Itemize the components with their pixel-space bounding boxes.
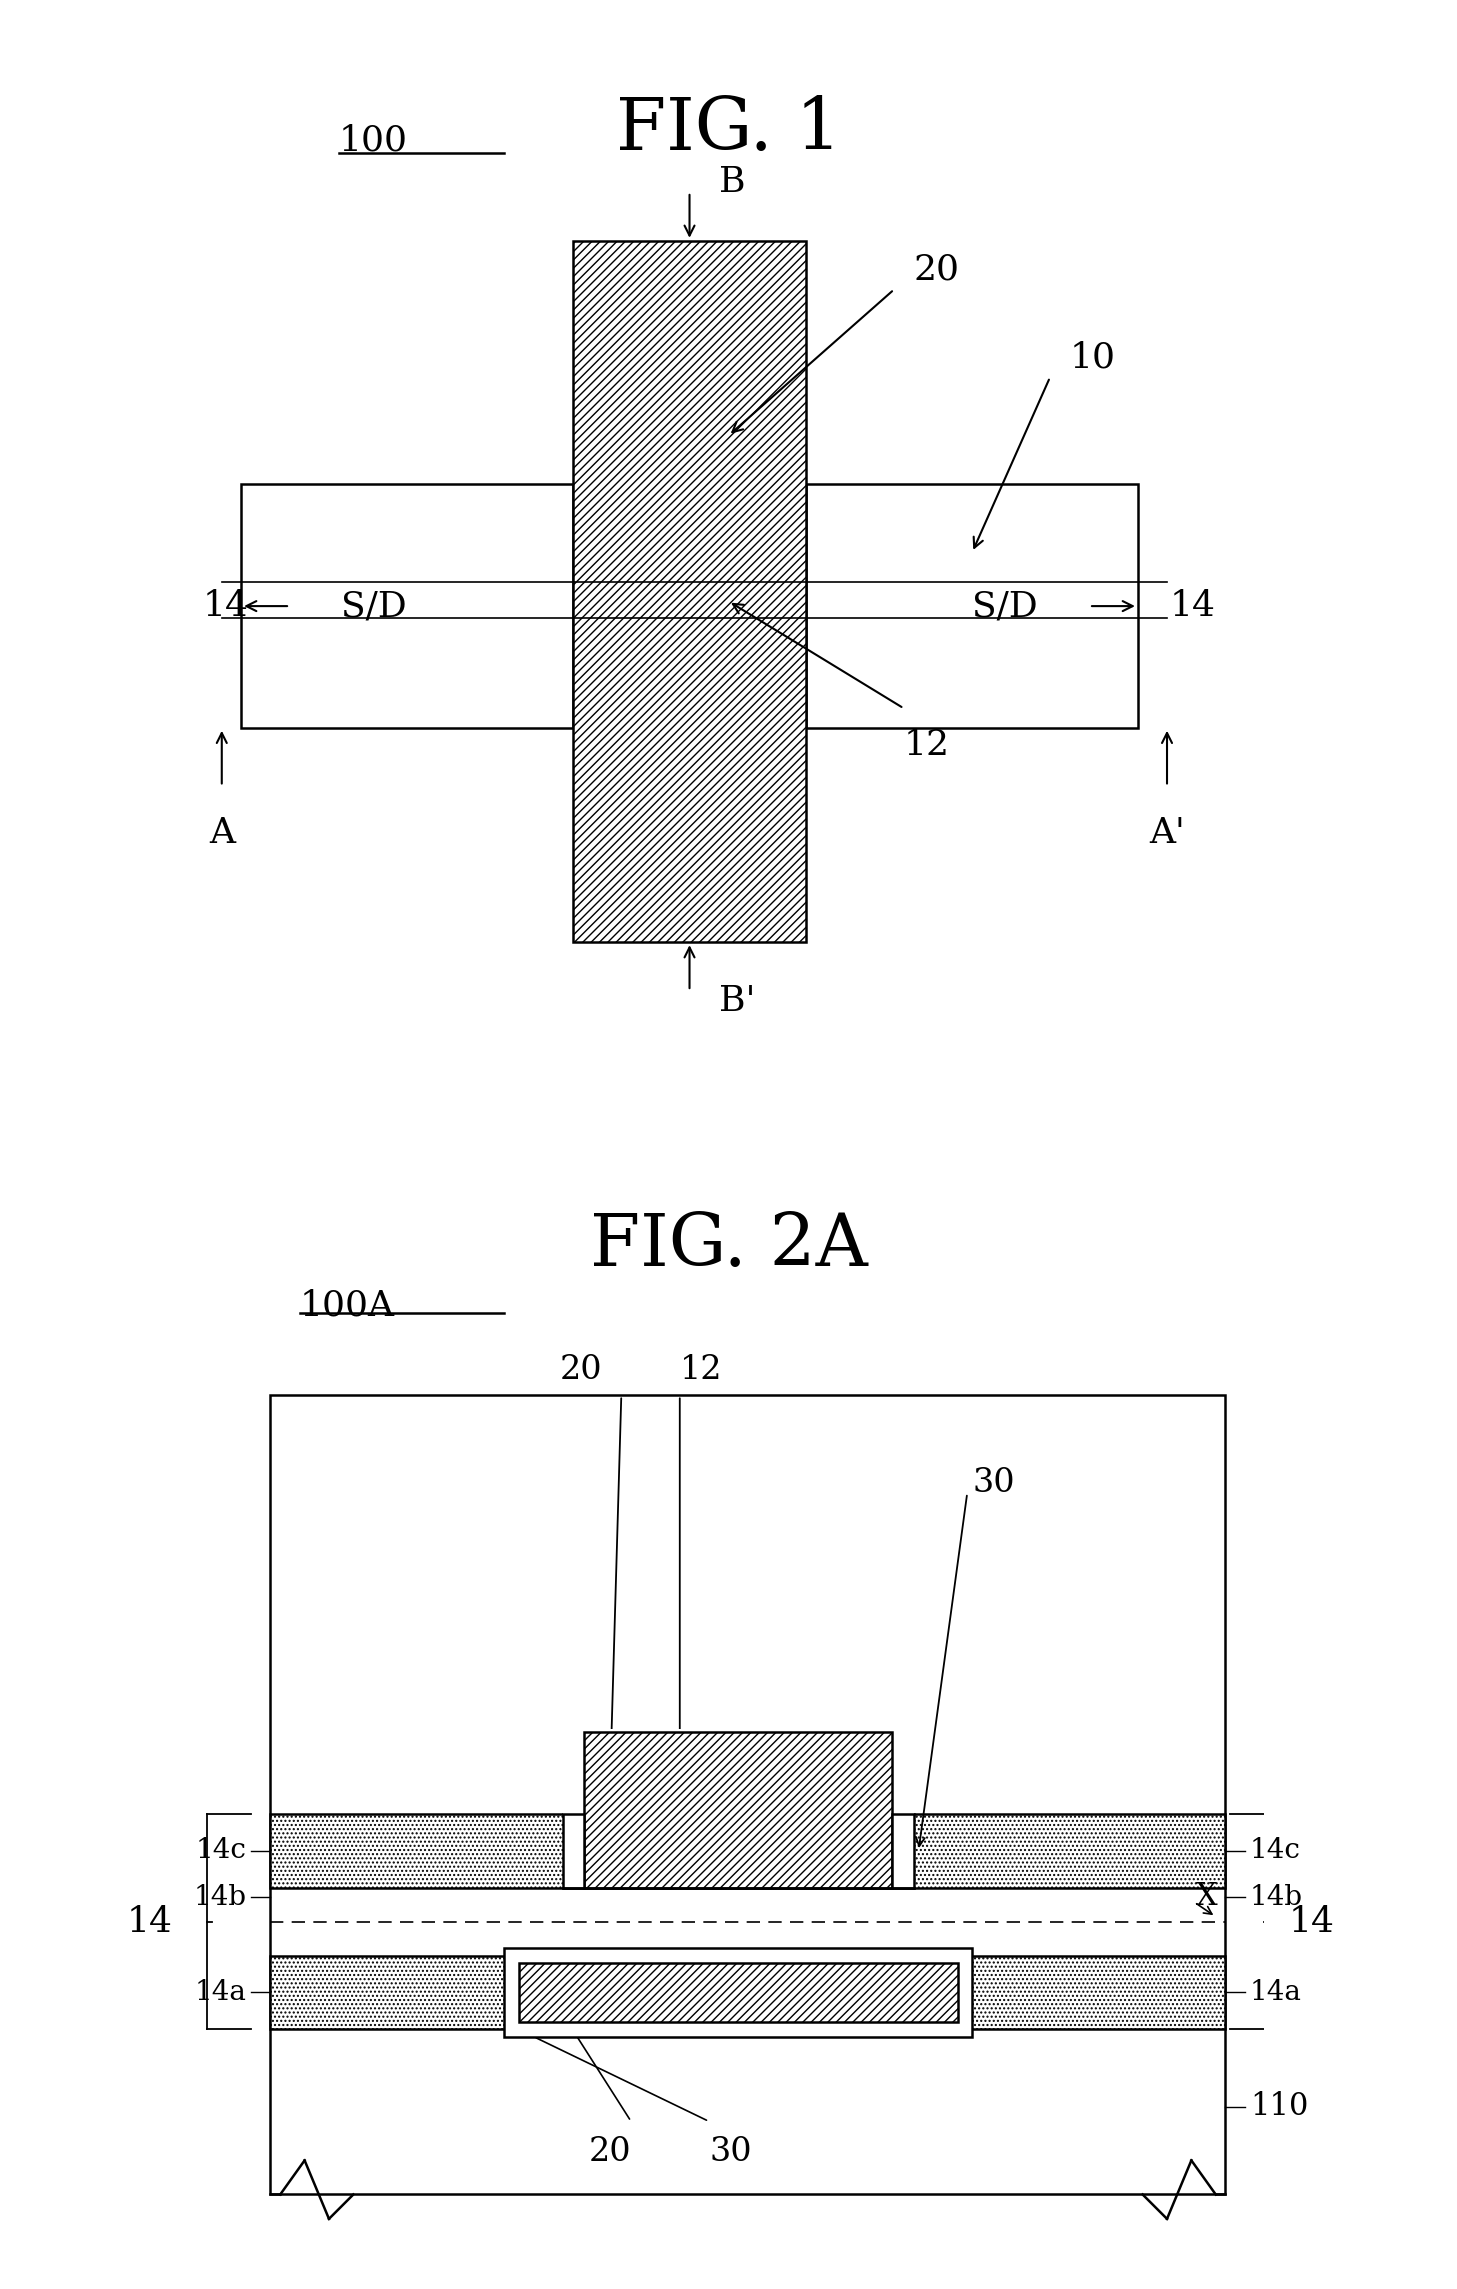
Text: 12: 12 <box>680 1353 723 1385</box>
Text: FIG. 1: FIG. 1 <box>616 94 841 165</box>
Text: 30: 30 <box>710 2136 752 2168</box>
Text: 14c: 14c <box>195 1838 246 1866</box>
Text: 14: 14 <box>203 588 248 623</box>
Text: 20: 20 <box>589 2136 631 2168</box>
Bar <box>504 1948 972 2037</box>
Bar <box>271 1955 1225 2028</box>
Text: FIG. 2A: FIG. 2A <box>590 1211 867 1282</box>
Text: 14b: 14b <box>194 1884 246 1911</box>
Bar <box>807 485 1138 728</box>
Text: B': B' <box>718 984 755 1019</box>
Bar <box>242 485 573 728</box>
Text: A: A <box>208 815 235 849</box>
Bar <box>271 1955 1225 2028</box>
Bar <box>573 240 807 943</box>
Bar <box>271 1396 1225 2195</box>
Text: 110: 110 <box>1250 2092 1308 2122</box>
Text: 14b: 14b <box>1250 1884 1303 1911</box>
Bar <box>573 240 807 943</box>
Bar <box>271 1815 1225 1888</box>
Text: 20: 20 <box>559 1353 602 1385</box>
Text: 14c: 14c <box>1250 1838 1301 1866</box>
Text: 14: 14 <box>1289 1904 1335 1939</box>
Text: 100A: 100A <box>300 1289 395 1323</box>
Text: 14: 14 <box>127 1904 173 1939</box>
Text: B: B <box>718 165 746 199</box>
Bar <box>519 1962 957 2021</box>
Text: 20: 20 <box>914 252 960 286</box>
Bar <box>584 1730 892 1888</box>
Text: 14: 14 <box>1170 588 1215 623</box>
Text: A': A' <box>1150 815 1185 849</box>
Text: S/D: S/D <box>341 588 407 623</box>
Bar <box>504 1948 972 2037</box>
Text: 30: 30 <box>972 1467 1014 1499</box>
Text: X: X <box>1196 1882 1218 1911</box>
Bar <box>519 1962 957 2021</box>
Text: 100: 100 <box>338 124 408 158</box>
Text: S/D: S/D <box>972 588 1039 623</box>
Bar <box>562 1728 914 1888</box>
Text: 14a: 14a <box>1250 1978 1301 2005</box>
Bar <box>562 1815 584 1888</box>
Text: 10: 10 <box>1069 341 1116 375</box>
Text: 14a: 14a <box>194 1978 246 2005</box>
Bar <box>271 1815 1225 1888</box>
Bar <box>892 1815 914 1888</box>
Bar <box>584 1730 892 1888</box>
Text: 12: 12 <box>903 728 950 762</box>
